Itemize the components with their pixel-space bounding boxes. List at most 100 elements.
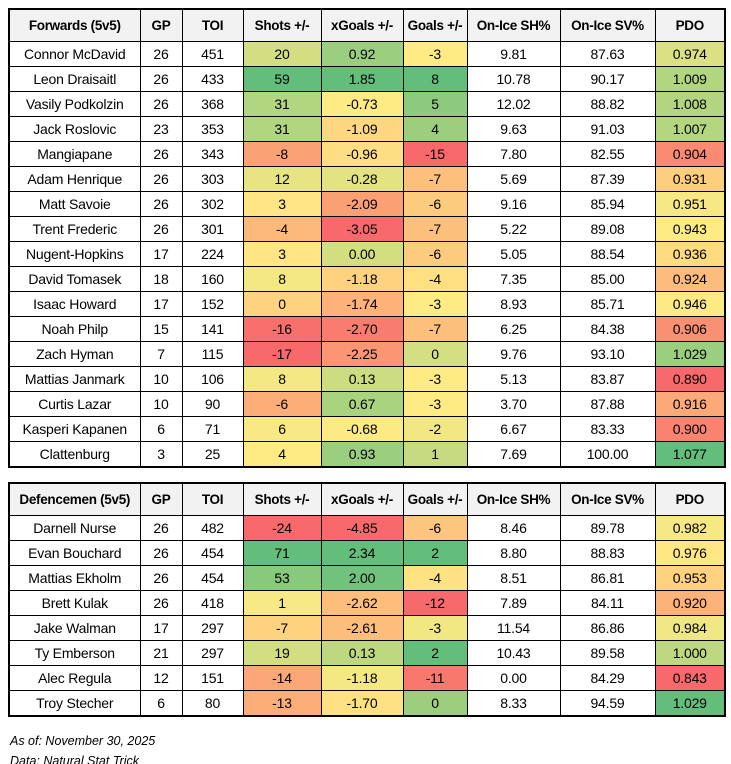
- stat-cell: 454: [181, 565, 244, 591]
- stat-cell: 2.34: [320, 540, 404, 566]
- stat-cell: 1: [242, 590, 322, 616]
- stat-cell: 433: [181, 66, 244, 92]
- player-row: Vasily Podkolzin 26 368 31 -0.73 5 12.02 88.82 1…: [8, 91, 726, 117]
- stat-cell: 2: [402, 640, 468, 666]
- stat-cell: 12.02: [466, 91, 561, 117]
- stat-cell: 21: [139, 640, 183, 666]
- stat-cell: 26: [139, 216, 183, 242]
- player-row: Troy Stecher 6 80 -13 -1.70 0 8.33 94.59 1.029: [8, 690, 726, 717]
- column-header: xGoals +/-: [320, 482, 404, 516]
- player-row: Trent Frederic 26 301 -4 -3.05 -7 5.22 89.08 0.9…: [8, 216, 726, 242]
- as-of-note: As of: November 30, 2025: [10, 734, 156, 748]
- stat-cell: 17: [139, 241, 183, 267]
- stat-cell: -14: [242, 665, 322, 691]
- column-header: Goals +/-: [402, 8, 468, 42]
- stat-cell: 0.906: [654, 316, 726, 342]
- stat-cell: 106: [181, 366, 244, 392]
- stat-cell: 1.077: [654, 441, 726, 468]
- player-name-cell: Ty Emberson: [8, 640, 141, 666]
- stat-cell: -6: [402, 191, 468, 217]
- stat-cell: 297: [181, 640, 244, 666]
- player-row: Alec Regula 12 151 -14 -1.18 -11 0.00 84.29 0.84…: [8, 665, 726, 691]
- stat-cell: 0.924: [654, 266, 726, 292]
- stat-cell: 88.54: [559, 241, 656, 267]
- column-header: Shots +/-: [242, 8, 322, 42]
- stat-cell: 7.69: [466, 441, 561, 468]
- stat-cell: 1.008: [654, 91, 726, 117]
- player-name-cell: Clattenburg: [8, 441, 141, 468]
- stat-cell: 20: [242, 41, 322, 67]
- stat-cell: 9.81: [466, 41, 561, 67]
- stat-cell: 0.982: [654, 515, 726, 541]
- player-row: Mattias Janmark 10 106 8 0.13 -3 5.13 83.87 0.89…: [8, 366, 726, 392]
- stat-cell: 80: [181, 690, 244, 717]
- stat-cell: 0: [402, 690, 468, 717]
- stat-cell: 302: [181, 191, 244, 217]
- stat-cell: 87.63: [559, 41, 656, 67]
- stat-cell: -3: [402, 391, 468, 417]
- stat-cell: 8: [402, 66, 468, 92]
- stat-cell: -3: [402, 291, 468, 317]
- stat-cell: 0.953: [654, 565, 726, 591]
- stat-cell: 6: [139, 416, 183, 442]
- player-name-cell: Noah Philp: [8, 316, 141, 342]
- stat-cell: -3: [402, 615, 468, 641]
- stat-cell: 86.86: [559, 615, 656, 641]
- stat-cell: 0.931: [654, 166, 726, 192]
- stat-cell: 0.13: [320, 640, 404, 666]
- stat-cell: -7: [402, 216, 468, 242]
- stat-cell: 0.920: [654, 590, 726, 616]
- stat-cell: 6: [139, 690, 183, 717]
- player-row: David Tomasek 18 160 8 -1.18 -4 7.35 85.00 0.924: [8, 266, 726, 292]
- stat-cell: 4: [242, 441, 322, 468]
- stat-cell: 26: [139, 565, 183, 591]
- stat-cell: 0.916: [654, 391, 726, 417]
- stat-cell: 87.88: [559, 391, 656, 417]
- stat-cell: -1.70: [320, 690, 404, 717]
- stat-cell: 1.85: [320, 66, 404, 92]
- stat-cell: 12: [242, 166, 322, 192]
- column-header: PDO: [654, 482, 726, 516]
- stat-cell: 26: [139, 141, 183, 167]
- stat-cell: -16: [242, 316, 322, 342]
- stat-cell: 53: [242, 565, 322, 591]
- stat-cell: 94.59: [559, 690, 656, 717]
- stat-cell: -2: [402, 416, 468, 442]
- column-header: Goals +/-: [402, 482, 468, 516]
- player-row: Zach Hyman 7 115 -17 -2.25 0 9.76 93.10 1.029: [8, 341, 726, 367]
- stat-cell: -13: [242, 690, 322, 717]
- player-row: Curtis Lazar 10 90 -6 0.67 -3 3.70 87.88 0.916: [8, 391, 726, 417]
- stat-cell: 31: [242, 91, 322, 117]
- stat-cell: -7: [242, 615, 322, 641]
- column-header: On-Ice SH%: [466, 482, 561, 516]
- stat-cell: 84.29: [559, 665, 656, 691]
- player-name-cell: Jake Walman: [8, 615, 141, 641]
- stat-cell: -4: [242, 216, 322, 242]
- player-row: Clattenburg 3 25 4 0.93 1 7.69 100.00 1.077: [8, 441, 726, 468]
- stat-cell: 85.71: [559, 291, 656, 317]
- stat-cell: 4: [402, 116, 468, 142]
- player-name-cell: Troy Stecher: [8, 690, 141, 717]
- stat-cell: 18: [139, 266, 183, 292]
- stat-cell: 0.67: [320, 391, 404, 417]
- stat-cell: 0.946: [654, 291, 726, 317]
- stat-cell: 451: [181, 41, 244, 67]
- stat-cell: 93.10: [559, 341, 656, 367]
- stat-cell: 0.936: [654, 241, 726, 267]
- player-row: Evan Bouchard 26 454 71 2.34 2 8.80 88.83 0.976: [8, 540, 726, 566]
- stat-cell: -1.74: [320, 291, 404, 317]
- player-name-cell: Brett Kulak: [8, 590, 141, 616]
- stat-cell: -12: [402, 590, 468, 616]
- stat-cell: -17: [242, 341, 322, 367]
- stat-cell: 2: [402, 540, 468, 566]
- stat-cell: 90: [181, 391, 244, 417]
- stat-cell: 5: [402, 91, 468, 117]
- player-row: Matt Savoie 26 302 3 -2.09 -6 9.16 85.94 0.951: [8, 191, 726, 217]
- column-header: GP: [139, 482, 183, 516]
- stat-cell: 1.000: [654, 640, 726, 666]
- table-title: Defencemen (5v5): [8, 482, 141, 516]
- stat-cell: 0.93: [320, 441, 404, 468]
- stat-cell: 0.984: [654, 615, 726, 641]
- player-row: Brett Kulak 26 418 1 -2.62 -12 7.89 84.11 0.920: [8, 590, 726, 616]
